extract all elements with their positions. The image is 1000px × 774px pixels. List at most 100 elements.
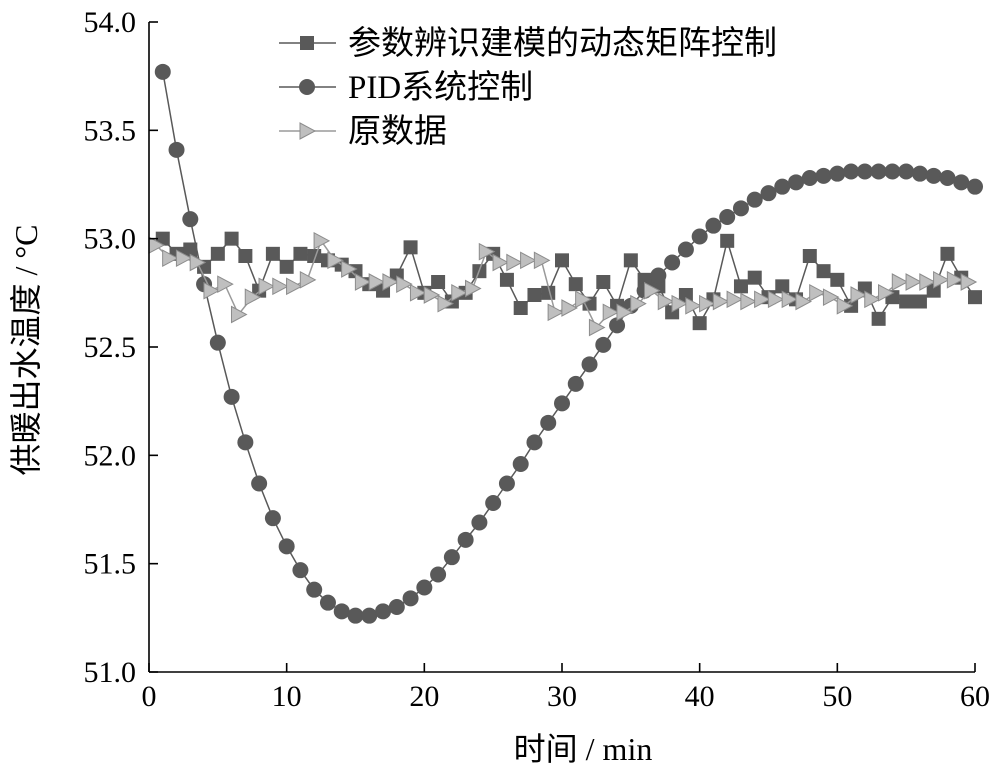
data-point <box>671 294 689 313</box>
data-point <box>788 174 805 191</box>
data-point <box>630 294 647 313</box>
data-point <box>595 336 612 353</box>
data-point <box>602 303 620 322</box>
data-point <box>657 292 675 311</box>
data-point <box>637 272 652 287</box>
data-point <box>224 231 239 246</box>
data-point <box>230 305 248 324</box>
data-point <box>843 163 860 180</box>
data-point <box>217 275 234 293</box>
data-point <box>189 253 207 272</box>
data-point <box>899 294 914 309</box>
data-point <box>747 270 762 285</box>
data-point <box>437 294 455 313</box>
data-point <box>664 254 681 271</box>
data-point <box>884 163 901 180</box>
data-point <box>692 316 707 331</box>
data-point <box>498 475 515 492</box>
data-point <box>760 185 777 202</box>
data-point <box>485 495 502 511</box>
data-point <box>616 303 634 322</box>
data-point <box>926 283 941 298</box>
data-point <box>431 275 446 289</box>
data-point <box>829 165 846 182</box>
data-point <box>740 292 757 311</box>
data-point <box>891 273 909 291</box>
data-point <box>609 317 626 334</box>
data-point <box>691 228 708 245</box>
data-point <box>409 284 427 302</box>
x-ticks: 0 10 20 30 40 50 60 <box>142 663 990 713</box>
data-point <box>306 581 323 598</box>
y-ticks: 51.0 51.5 52.0 52.5 53.0 53.5 54.0 <box>84 6 158 689</box>
data-point <box>238 249 253 263</box>
legend-marker <box>299 79 315 95</box>
x-tick-label: 40 <box>685 680 715 713</box>
x-tick-label: 0 <box>142 680 157 713</box>
data-point <box>492 253 510 272</box>
data-point <box>540 414 557 431</box>
data-point <box>265 246 280 261</box>
data-point <box>547 303 565 322</box>
data-point <box>162 249 179 267</box>
data-point <box>183 242 198 257</box>
data-point <box>354 273 372 291</box>
x-tick-label: 10 <box>272 680 302 713</box>
x-tick-label: 20 <box>409 680 439 713</box>
data-point <box>402 590 419 607</box>
data-point <box>568 277 583 292</box>
y-tick-label: 53.0 <box>84 223 137 256</box>
data-point <box>815 167 832 184</box>
data-point <box>258 277 276 296</box>
data-point <box>774 178 791 195</box>
data-point <box>368 273 386 291</box>
data-point <box>478 242 496 261</box>
y-tick-label: 52.5 <box>84 331 137 364</box>
data-point <box>555 253 569 268</box>
data-point <box>210 246 225 261</box>
data-point <box>685 297 702 315</box>
data-point <box>699 294 716 313</box>
data-point <box>939 170 956 186</box>
data-point <box>541 285 556 300</box>
x-tick-label: 30 <box>547 680 577 713</box>
data-point <box>802 249 817 263</box>
y-tick-label: 51.5 <box>84 548 137 581</box>
data-point <box>775 279 790 294</box>
series-layer <box>148 63 983 624</box>
data-point <box>850 286 868 304</box>
data-point <box>554 395 570 412</box>
data-point <box>347 607 364 624</box>
data-point <box>382 273 399 291</box>
data-point <box>968 290 982 305</box>
data-point <box>286 277 303 296</box>
data-point <box>567 375 584 392</box>
data-point <box>822 288 840 306</box>
data-point <box>871 311 886 326</box>
data-point <box>905 273 923 291</box>
legend-label: 参数辨识建模的动态矩阵控制 <box>348 25 777 62</box>
data-point <box>506 253 523 272</box>
data-point <box>650 267 667 284</box>
data-point <box>830 272 845 287</box>
data-point <box>801 170 818 186</box>
data-point <box>175 249 193 267</box>
data-point <box>327 251 344 270</box>
axes <box>148 22 975 673</box>
y-tick-label: 52.0 <box>84 439 137 472</box>
data-point <box>712 292 730 311</box>
data-point <box>960 273 978 291</box>
data-point <box>581 356 598 373</box>
data-point <box>870 163 887 180</box>
data-point <box>705 217 722 234</box>
data-point <box>864 290 881 309</box>
data-point <box>533 251 551 270</box>
data-point <box>732 200 749 217</box>
data-point <box>643 281 661 300</box>
legend-marker <box>300 36 314 50</box>
data-point <box>319 594 336 611</box>
data-point <box>333 603 350 620</box>
data-point <box>575 290 592 309</box>
